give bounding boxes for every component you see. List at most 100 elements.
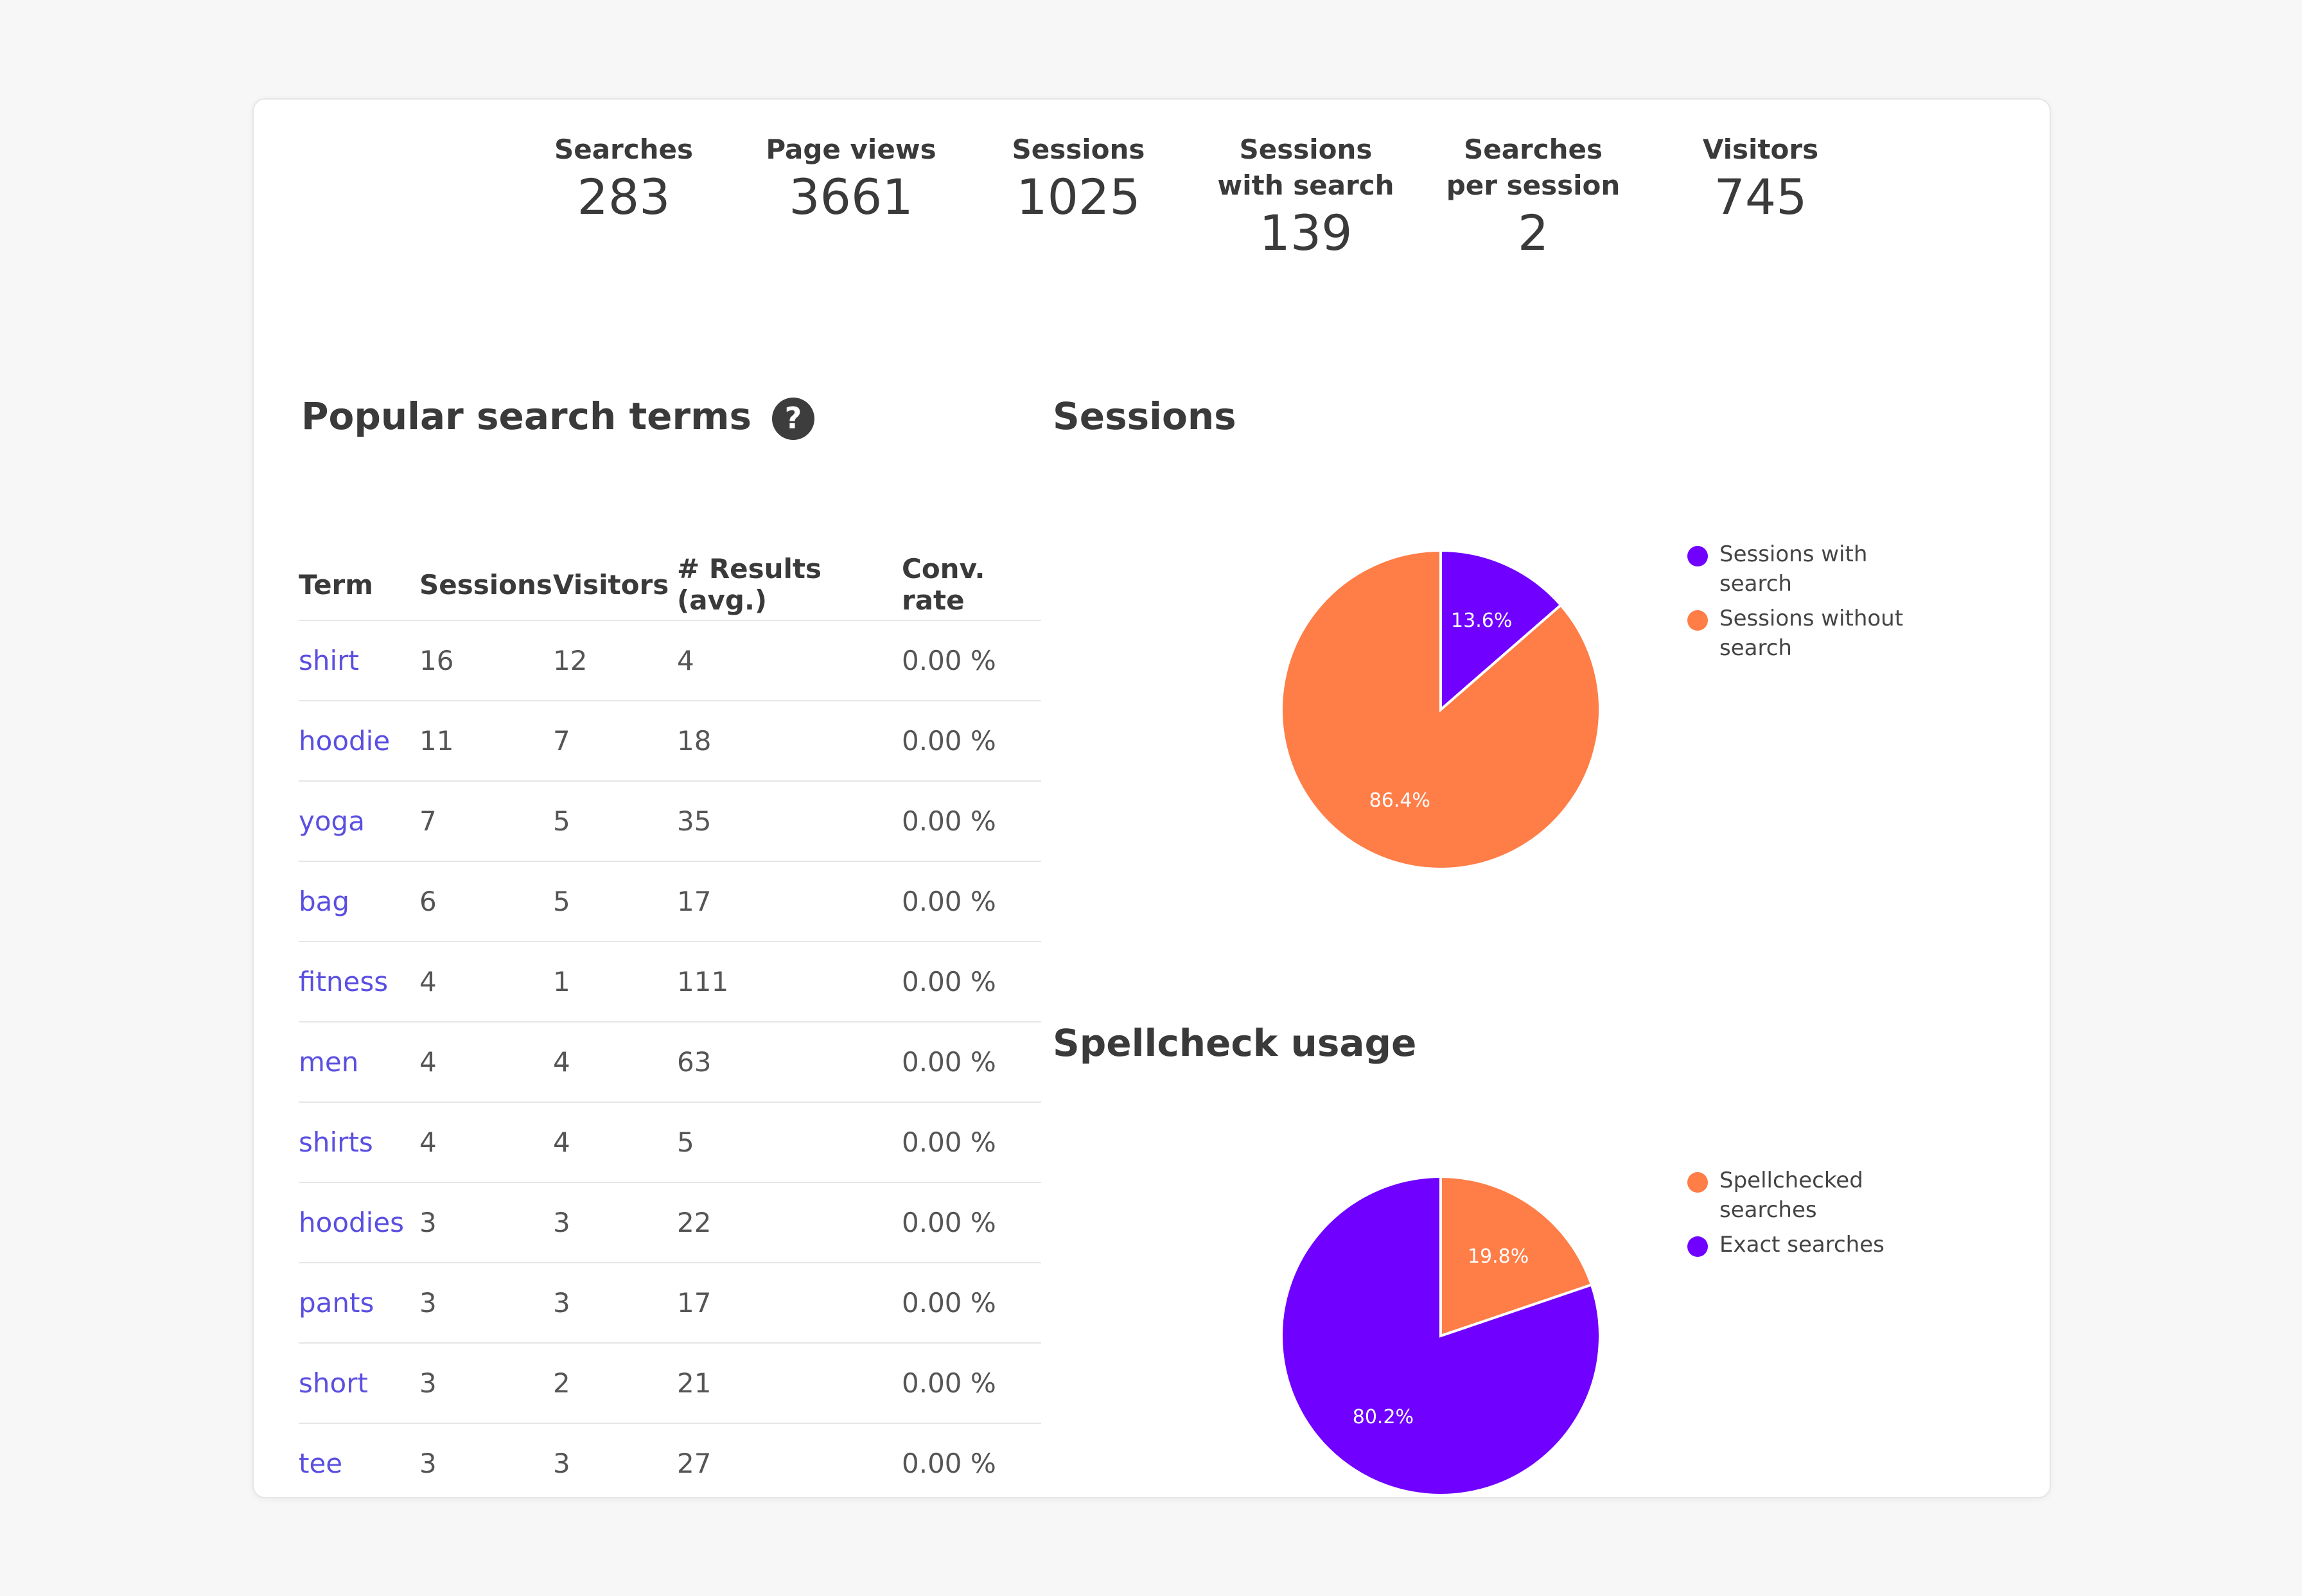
pie-slice-label: 13.6% [1451,609,1512,632]
visitors-cell: 5 [553,861,677,942]
visitors-cell: 4 [553,1102,677,1183]
table-row: shirt 16 12 4 0.00 % [299,620,1041,701]
results-cell: 17 [677,1263,902,1344]
conv-cell: 0.00 % [902,701,1041,782]
visitors-cell: 3 [553,1423,677,1497]
table-row: shirts 4 4 5 0.00 % [299,1102,1041,1183]
term-cell: hoodies [299,1182,419,1263]
term-cell: yoga [299,781,419,862]
visitors-cell: 5 [553,781,677,862]
stat-label: Searches [554,134,694,165]
sessions-cell: 4 [419,942,553,1022]
popular-terms-title: Popular search terms [301,394,752,438]
stat-page-views: Page views 3661 [748,132,954,227]
column-header-sessions[interactable]: Sessions [419,549,553,621]
legend-label: Sessions with search [1719,541,1868,597]
term-link[interactable]: hoodie [299,725,391,757]
sessions-cell: 3 [419,1343,553,1424]
sessions-cell: 6 [419,861,553,942]
visitors-cell: 12 [553,620,677,701]
term-link[interactable]: bag [299,886,350,917]
legend-color-swatch [1687,1236,1708,1257]
term-cell: fitness [299,942,419,1022]
legend-color-swatch [1687,546,1708,566]
sessions-cell: 3 [419,1182,553,1263]
visitors-cell: 3 [553,1182,677,1263]
legend-item[interactable]: Sessions without search [1687,604,1931,663]
pie-slice-spellchecked-searches[interactable] [1439,1175,1594,1338]
results-cell: 17 [677,861,902,942]
term-cell: pants [299,1263,419,1344]
column-header-conv-rate[interactable]: Conv. rate [902,549,1041,621]
results-cell: 63 [677,1022,902,1103]
table-row: bag 6 5 17 0.00 % [299,861,1041,942]
table-row: short 3 2 21 0.00 % [299,1343,1041,1424]
table-row: yoga 7 5 35 0.00 % [299,781,1041,862]
stat-sessions-with-search: Sessions with search 139 [1203,132,1409,263]
term-link[interactable]: yoga [299,805,365,837]
stat-value: 1025 [1016,168,1141,225]
legend-item[interactable]: Exact searches [1687,1230,1931,1259]
stat-searches-per-session: Searches per session 2 [1430,132,1636,263]
term-link[interactable]: fitness [299,966,389,997]
sessions-cell: 16 [419,620,553,701]
spellcheck-legend: Spellchecked searches Exact searches [1687,1166,1931,1265]
stat-visitors: Visitors 745 [1658,132,1863,227]
term-link[interactable]: shirt [299,645,359,676]
results-cell: 35 [677,781,902,862]
sessions-chart-title: Sessions [1053,394,1236,438]
term-cell: shirts [299,1102,419,1183]
conv-cell: 0.00 % [902,1423,1041,1497]
stat-label: Sessions [1012,134,1145,165]
pie-slice-label: 19.8% [1468,1245,1529,1268]
conv-cell: 0.00 % [902,1182,1041,1263]
svg-text:?: ? [785,401,802,435]
pie-slice-sessions-without-search[interactable] [1280,548,1601,870]
spellcheck-chart-title: Spellcheck usage [1053,1021,1417,1065]
term-link[interactable]: hoodies [299,1207,405,1238]
legend-item[interactable]: Spellchecked searches [1687,1166,1931,1225]
legend-color-swatch [1687,610,1708,631]
term-cell: hoodie [299,701,419,782]
sessions-cell: 11 [419,701,553,782]
conv-cell: 0.00 % [902,620,1041,701]
stat-label: Visitors [1702,134,1819,165]
sessions-cell: 4 [419,1102,553,1183]
term-link[interactable]: tee [299,1448,343,1479]
legend-item[interactable]: Sessions with search [1687,539,1931,599]
stat-value: 2 [1517,204,1549,261]
sessions-legend: Sessions with search Sessions without sea… [1687,539,1931,668]
popular-terms-table: Term Sessions Visitors # Results (avg.) … [299,549,1041,1497]
sessions-pie-chart: 13.6% 86.4% [1280,548,1601,870]
pie-slice-sessions-with-search[interactable] [1439,548,1563,713]
question-circle-icon[interactable]: ? [771,397,815,441]
term-cell: short [299,1343,419,1424]
table-row: tee 3 3 27 0.00 % [299,1423,1041,1497]
conv-cell: 0.00 % [902,1343,1041,1424]
term-link[interactable]: men [299,1046,359,1078]
visitors-cell: 4 [553,1022,677,1103]
results-cell: 27 [677,1423,902,1497]
sessions-cell: 4 [419,1022,553,1103]
results-cell: 111 [677,942,902,1022]
term-link[interactable]: pants [299,1287,374,1319]
term-link[interactable]: short [299,1367,368,1399]
sessions-cell: 3 [419,1423,553,1497]
term-link[interactable]: shirts [299,1127,373,1158]
visitors-cell: 2 [553,1343,677,1424]
conv-cell: 0.00 % [902,1263,1041,1344]
column-header-results[interactable]: # Results (avg.) [677,549,902,621]
pie-slice-exact-searches[interactable] [1280,1175,1601,1496]
column-header-visitors[interactable]: Visitors [553,549,677,621]
term-cell: bag [299,861,419,942]
stat-sessions: Sessions 1025 [976,132,1181,227]
results-cell: 21 [677,1343,902,1424]
stats-bar: Searches 283 Page views 3661 Sessions 10… [254,100,2050,356]
stat-value: 3661 [789,168,913,225]
table-row: hoodies 3 3 22 0.00 % [299,1182,1041,1263]
conv-cell: 0.00 % [902,781,1041,862]
column-header-term[interactable]: Term [299,549,419,621]
stat-label: Sessions with search [1217,134,1394,201]
spellcheck-pie-chart: 19.8% 80.2% [1280,1175,1601,1496]
conv-cell: 0.00 % [902,861,1041,942]
